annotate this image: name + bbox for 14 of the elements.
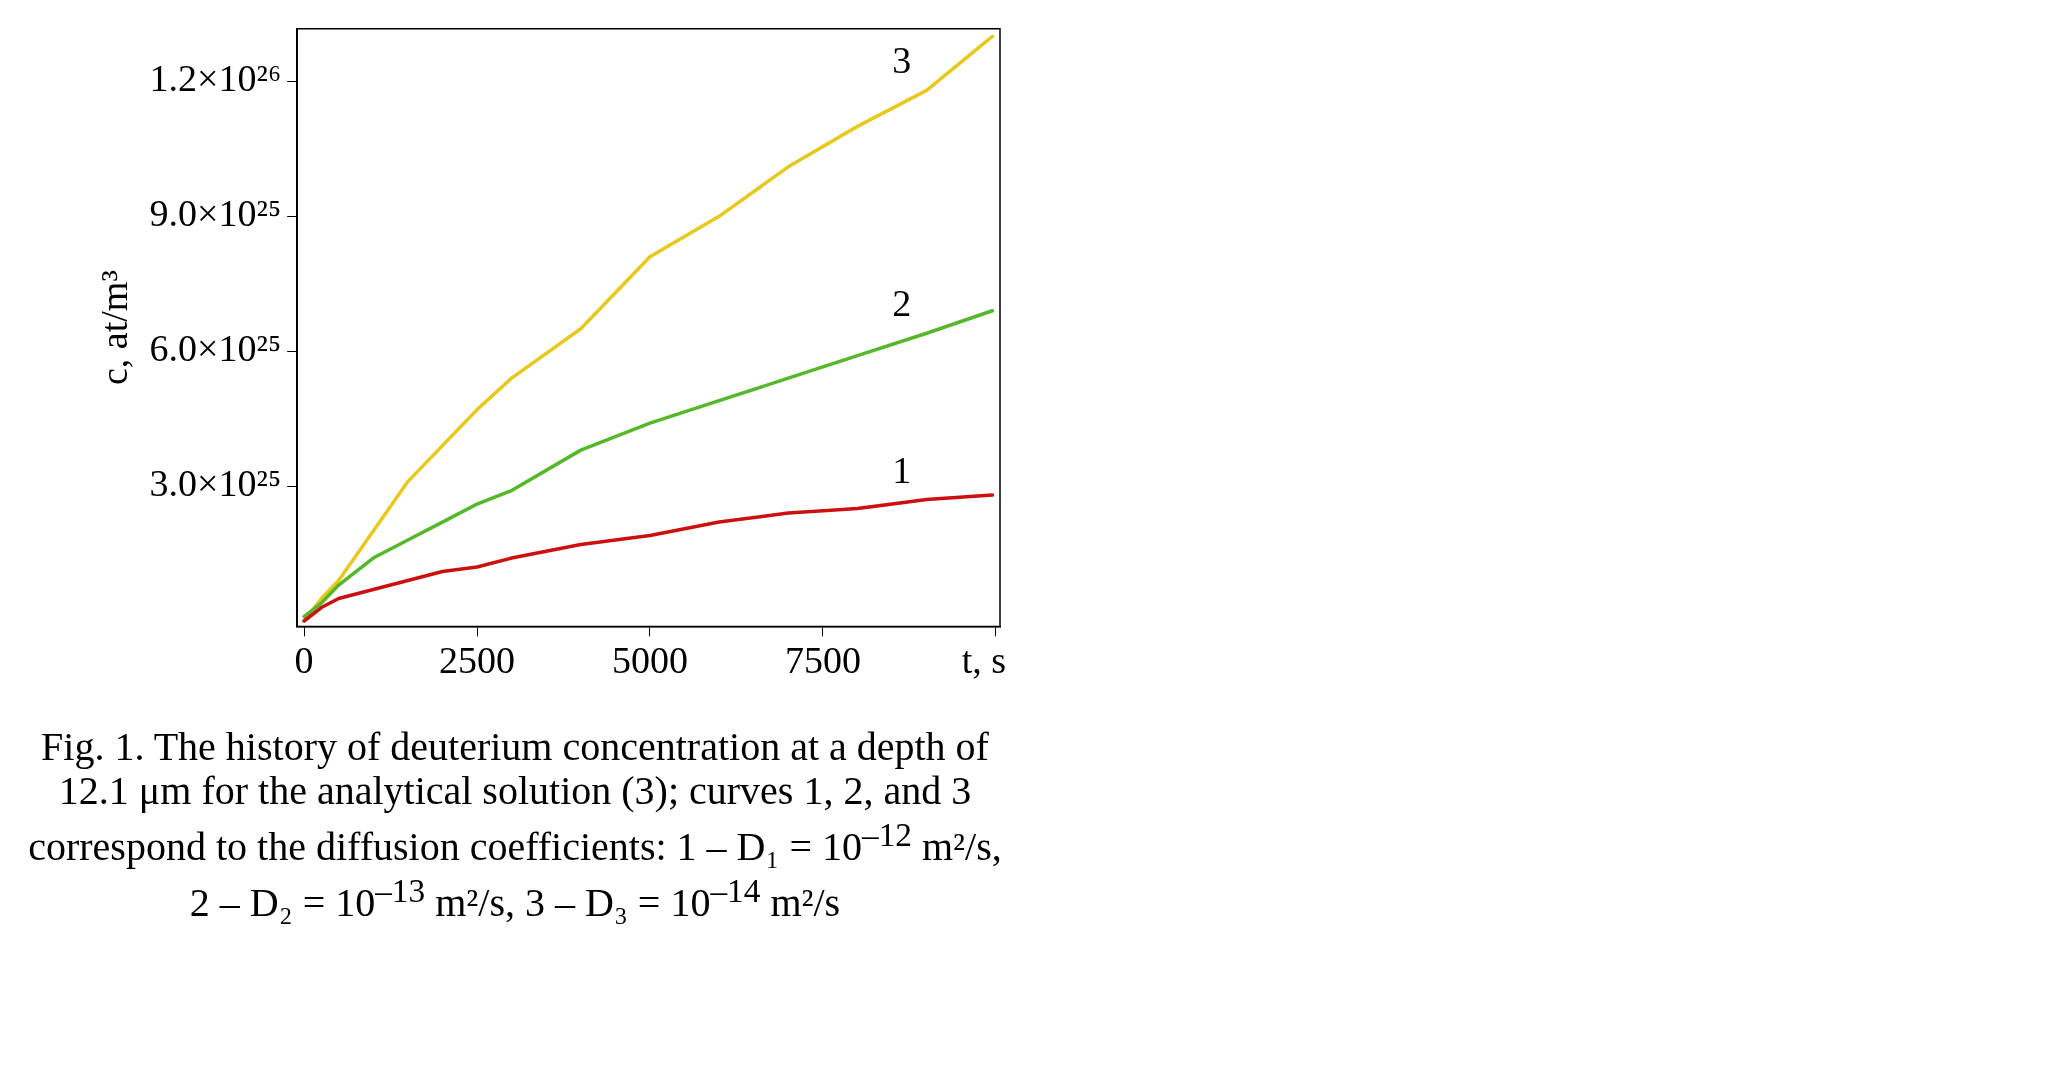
x-tick-label: 7500 (784, 639, 861, 682)
y-tick-label: 3.0×10²⁵ (149, 462, 282, 505)
series-label: 2 (892, 282, 912, 325)
y-axis-title: c, at/m³ (92, 270, 135, 386)
series-label: 3 (892, 39, 912, 82)
y-tick-label: 9.0×10²⁵ (149, 192, 282, 235)
x-tick-label: 5000 (611, 639, 688, 682)
y-tick-label: 1.2×10²⁶ (149, 57, 282, 100)
y-tick-label: 6.0×10²⁵ (149, 327, 282, 370)
x-axis-title: t, s (961, 639, 1006, 682)
x-tick-label: 2500 (439, 639, 516, 682)
text: Fig. 1. The history of deuterium concentration at a depth of 12.1 μm for the analytical solution (3); curves 1, 2, and 3 correspond to the diffusion coefficients: 1 – D₁ = 10$^{–12}$ m²/s, 2 – D₂ = 10$^{–13}$ m²/s, 3 – D₃ = 10$^{–14}$ m²/s (28, 724, 1002, 926)
x-tick-label: 0 (294, 639, 314, 682)
series-label: 1 (892, 448, 912, 491)
